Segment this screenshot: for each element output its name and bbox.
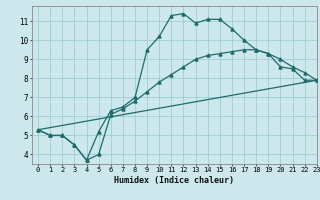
X-axis label: Humidex (Indice chaleur): Humidex (Indice chaleur) (115, 176, 234, 185)
